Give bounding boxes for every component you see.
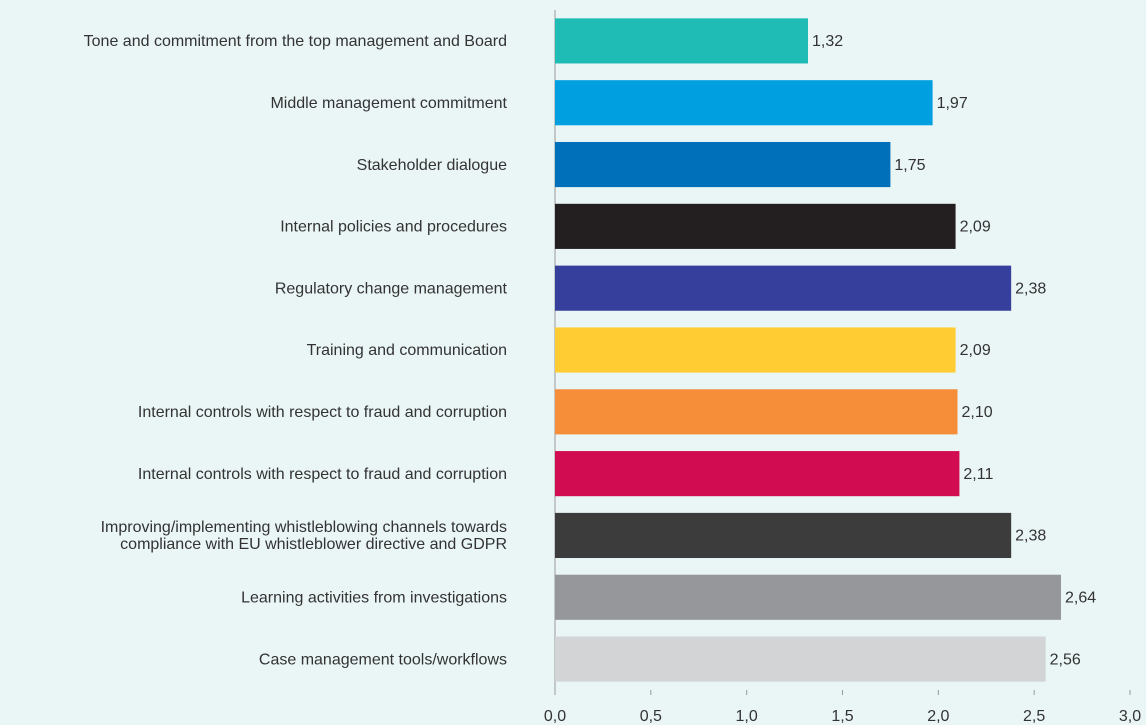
x-tick-label: 1,5: [831, 708, 853, 725]
y-tick-label: Internal controls with respect to fraud …: [138, 466, 507, 483]
x-tick-label: 3,0: [1119, 708, 1141, 725]
value-label: 1,97: [937, 95, 968, 112]
y-tick-label: Internal controls with respect to fraud …: [138, 404, 507, 421]
y-tick-label: Improving/implementing whistleblowing ch…: [101, 519, 507, 553]
value-label: 1,75: [894, 157, 925, 174]
bar: [555, 636, 1046, 682]
value-label: 2,38: [1015, 280, 1046, 297]
y-tick-label: Learning activities from investigations: [241, 589, 507, 606]
value-label: 1,32: [812, 33, 843, 50]
x-tick-label: 0,5: [640, 708, 662, 725]
x-tick-label: 2,0: [927, 708, 949, 725]
y-tick-label: Case management tools/workflows: [259, 651, 507, 668]
x-tick-label: 2,5: [1023, 708, 1045, 725]
bar: [555, 18, 808, 64]
bar: [555, 141, 891, 188]
bar: [555, 327, 956, 373]
value-label: 2,11: [963, 466, 993, 483]
value-label: 2,09: [960, 219, 991, 236]
value-label: 2,64: [1065, 589, 1096, 606]
x-tick-label: 1,0: [736, 708, 758, 725]
bar: [555, 512, 1012, 559]
value-label: 2,56: [1050, 651, 1081, 668]
y-tick-label: Tone and commitment from the top managem…: [84, 33, 507, 50]
bar: [555, 80, 933, 126]
y-tick-label: Internal policies and procedures: [280, 219, 507, 236]
y-tick-label: Middle management commitment: [270, 95, 507, 112]
value-label: 2,38: [1015, 528, 1046, 545]
bar: [555, 451, 960, 497]
bar: [555, 389, 958, 435]
y-tick-label: Stakeholder dialogue: [357, 157, 507, 174]
bar: [555, 203, 956, 249]
x-tick-label: 0,0: [544, 708, 566, 725]
value-label: 2,09: [960, 342, 991, 359]
bar: [555, 574, 1061, 620]
bar: [555, 265, 1012, 311]
value-label: 2,10: [962, 404, 993, 421]
y-tick-label: Regulatory change management: [275, 280, 508, 297]
y-tick-label: Training and communication: [307, 342, 507, 359]
